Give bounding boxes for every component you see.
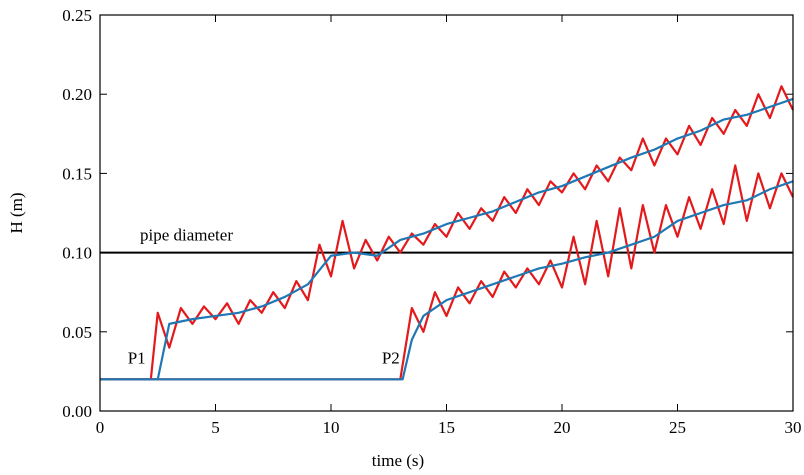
y-tick-label: 0.05 xyxy=(62,323,92,342)
x-tick-label: 15 xyxy=(438,418,455,437)
x-tick-label: 25 xyxy=(669,418,686,437)
y-tick-label: 0.15 xyxy=(62,164,92,183)
y-tick-label: 0.20 xyxy=(62,85,92,104)
data-line xyxy=(100,164,794,381)
y-tick-label: 0.10 xyxy=(62,244,92,263)
annotation: P2 xyxy=(382,348,400,367)
x-tick-label: 10 xyxy=(323,418,340,437)
y-axis-label: H (m) xyxy=(7,192,26,233)
annotation: P1 xyxy=(128,348,146,367)
y-tick-label: 0.00 xyxy=(62,402,92,421)
data-line xyxy=(100,97,794,381)
x-tick-label: 5 xyxy=(211,418,220,437)
data-line xyxy=(100,180,794,381)
plot-frame xyxy=(99,14,794,412)
x-tick-label: 20 xyxy=(554,418,571,437)
y-tick-label: 0.25 xyxy=(62,6,92,25)
x-tick-label: 30 xyxy=(785,418,802,437)
x-axis-label: time (s) xyxy=(372,451,424,470)
reference-label: pipe diameter xyxy=(140,226,233,245)
x-tick-label: 0 xyxy=(96,418,105,437)
